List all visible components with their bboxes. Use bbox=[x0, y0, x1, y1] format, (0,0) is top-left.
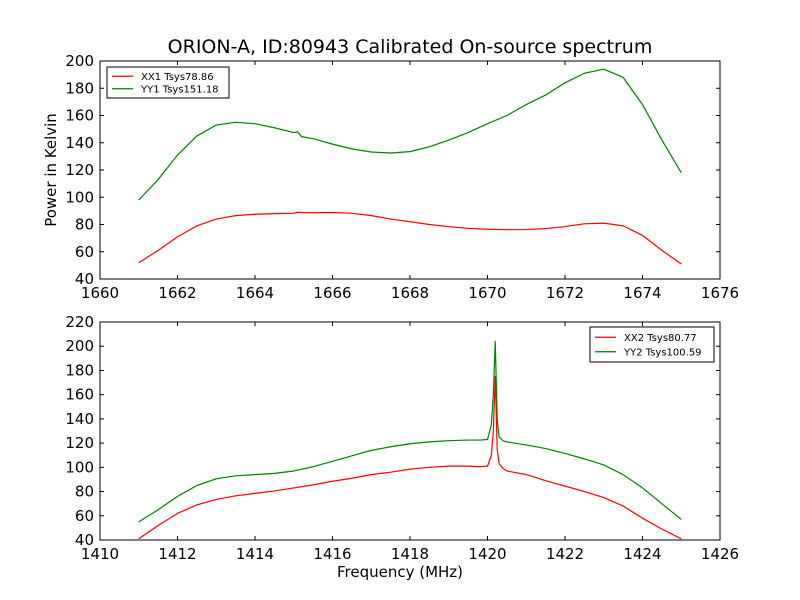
x-tick-label: 1674 bbox=[623, 284, 661, 302]
x-tick-label: 1420 bbox=[468, 545, 506, 563]
y-tick-label: 120 bbox=[65, 161, 94, 179]
y-tick-label: 200 bbox=[65, 52, 94, 70]
x-tick-label: 1424 bbox=[623, 545, 661, 563]
x-tick-label: 1660 bbox=[81, 284, 119, 302]
top-subplot: 1660 1662 1664 1666 1668 1670 1672 1674 1676 40 60… bbox=[42, 52, 739, 302]
x-tick-label: 1422 bbox=[546, 545, 584, 563]
figure-title: ORION-A, ID:80943 Calibrated On-source s… bbox=[168, 36, 653, 58]
x-tick-label: 1414 bbox=[236, 545, 274, 563]
y-tick-label: 60 bbox=[75, 507, 94, 525]
x-tick-label: 1664 bbox=[236, 284, 274, 302]
legend-label: YY1 Tsys151.18 bbox=[140, 84, 219, 95]
x-tick-label: 1410 bbox=[81, 545, 119, 563]
x-tick-label: 1672 bbox=[546, 284, 584, 302]
legend-label: XX1 Tsys78.86 bbox=[141, 72, 214, 83]
y-tick-label: 140 bbox=[65, 410, 94, 428]
x-tick-label: 1426 bbox=[701, 545, 739, 563]
x-tick-label: 1666 bbox=[313, 284, 351, 302]
legend: XX2 Tsys80.77 YY2 Tsys100.59 bbox=[589, 326, 715, 363]
x-tick-label: 1662 bbox=[158, 284, 196, 302]
legend-label: XX2 Tsys80.77 bbox=[624, 333, 697, 344]
y-tick-label: 80 bbox=[75, 483, 94, 501]
x-tick-label: 1416 bbox=[313, 545, 351, 563]
y-axis-label: Power in Kelvin bbox=[42, 113, 60, 227]
series-line-yy1 bbox=[138, 68, 682, 201]
bottom-subplot: 1410 1412 1414 1416 1418 1420 1422 1424 1426 40 60… bbox=[65, 313, 739, 581]
x-tick-label: 1418 bbox=[391, 545, 429, 563]
y-tick-label: 160 bbox=[65, 386, 94, 404]
x-tick-label: 1676 bbox=[701, 284, 739, 302]
x-axis-label: Frequency (MHz) bbox=[337, 563, 463, 581]
y-tick-label: 180 bbox=[65, 79, 94, 97]
x-tick-label: 1670 bbox=[468, 284, 506, 302]
y-tick-label: 80 bbox=[75, 216, 94, 234]
y-tick-label: 60 bbox=[75, 243, 94, 261]
y-tick-label: 140 bbox=[65, 134, 94, 152]
legend-label: YY2 Tsys100.59 bbox=[623, 347, 702, 358]
y-tick-label: 160 bbox=[65, 107, 94, 125]
y-tick-label: 40 bbox=[75, 531, 94, 549]
series-line-xx1 bbox=[138, 211, 682, 265]
x-tick-label: 1668 bbox=[391, 284, 429, 302]
y-tick-label: 220 bbox=[65, 313, 94, 331]
series-line-yy2 bbox=[138, 340, 682, 523]
y-tick-label: 40 bbox=[75, 270, 94, 288]
x-tick-label: 1412 bbox=[158, 545, 196, 563]
y-tick-label: 100 bbox=[65, 188, 94, 206]
y-tick-label: 180 bbox=[65, 361, 94, 379]
legend-box bbox=[106, 66, 230, 99]
y-tick-label: 100 bbox=[65, 458, 94, 476]
series-line-xx2 bbox=[138, 375, 682, 540]
legend-box bbox=[589, 326, 715, 363]
y-tick-label: 200 bbox=[65, 337, 94, 355]
y-tick-label: 120 bbox=[65, 434, 94, 452]
